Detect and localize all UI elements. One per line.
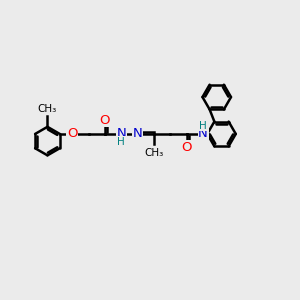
Text: O: O (182, 141, 192, 154)
Text: N: N (116, 128, 126, 140)
Text: O: O (67, 128, 77, 140)
Text: N: N (133, 128, 142, 140)
Text: H: H (118, 137, 125, 147)
Text: CH₃: CH₃ (144, 148, 164, 158)
Text: N: N (198, 128, 208, 140)
Text: O: O (100, 114, 110, 127)
Text: CH₃: CH₃ (38, 104, 57, 114)
Text: H: H (199, 121, 207, 131)
